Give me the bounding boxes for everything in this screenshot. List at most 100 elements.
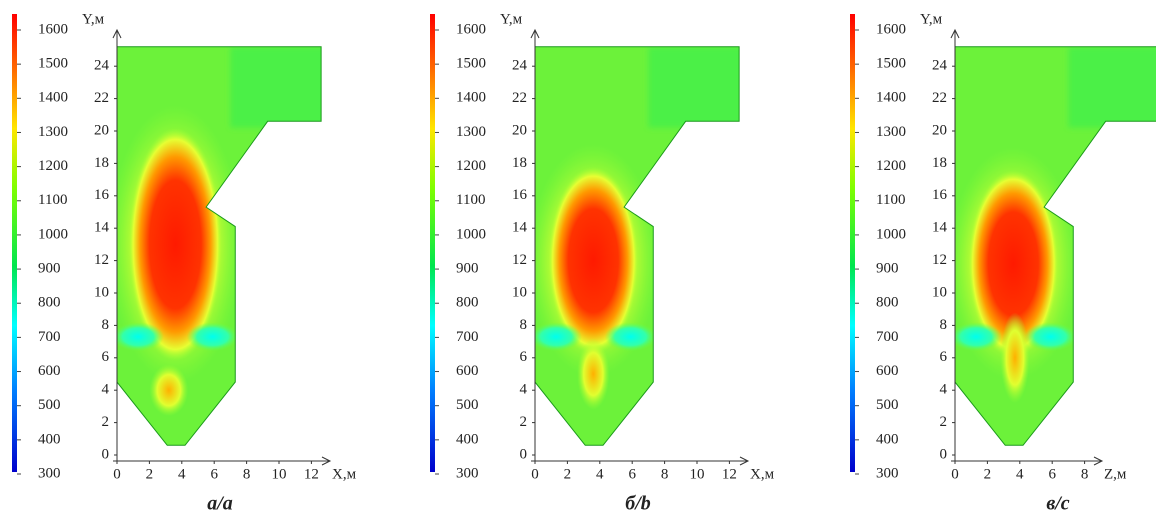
- colorbar-label: 1500: [876, 56, 906, 72]
- y-arrow: [950, 28, 960, 39]
- colorbar-label: 1100: [38, 192, 67, 208]
- colorbar-label: 400: [876, 431, 899, 447]
- cool-zone: [535, 322, 582, 352]
- outlet-green: [230, 46, 322, 128]
- y-tick-label: 24: [512, 58, 528, 74]
- furnace-outline: [534, 46, 740, 446]
- x-tick-label: 12: [722, 466, 737, 482]
- colorbar-label: 700: [456, 329, 479, 345]
- colorbar-label: 800: [876, 295, 899, 311]
- temperature-field: [117, 46, 322, 446]
- y-tick-label: 2: [940, 414, 948, 430]
- cool-zone: [1024, 322, 1077, 352]
- colorbar-label: 400: [456, 431, 479, 447]
- colorbar-label: 400: [38, 431, 61, 447]
- furnace-outline: [954, 46, 1156, 446]
- temperature-field: [535, 46, 740, 446]
- colorbar-label: 1500: [38, 56, 68, 72]
- y-tick-label: 6: [520, 349, 528, 365]
- y-tick-label: 6: [102, 349, 110, 365]
- caption: б/b: [625, 493, 651, 515]
- y-axis-label: Y,м: [920, 11, 943, 27]
- colorbar-label: 500: [456, 397, 479, 413]
- y-tick-label: 0: [940, 446, 948, 462]
- colorbar-label: 800: [456, 295, 479, 311]
- y-tick-label: 12: [932, 252, 947, 268]
- colorbar: [12, 14, 17, 472]
- y-tick-label: 12: [512, 252, 527, 268]
- x-tick-label: 4: [1016, 466, 1024, 482]
- y-tick-label: 14: [94, 220, 110, 236]
- x-tick-label: 0: [531, 466, 539, 482]
- colorbar-label: 1400: [876, 90, 906, 106]
- y-tick-label: 22: [512, 90, 527, 106]
- lower-plume: [1000, 312, 1030, 404]
- temperature-field: [955, 46, 1156, 446]
- y-tick-label: 18: [932, 155, 947, 171]
- colorbar-label: 500: [38, 397, 61, 413]
- y-tick-label: 16: [512, 187, 528, 203]
- colorbar: [430, 14, 435, 472]
- flame: [128, 127, 223, 362]
- y-tick-label: 4: [940, 382, 948, 398]
- y-tick-label: 10: [94, 284, 109, 300]
- x-tick-label: 2: [564, 466, 572, 482]
- flame: [967, 169, 1059, 358]
- colorbar-label: 700: [876, 329, 899, 345]
- colorbar-label: 600: [876, 363, 899, 379]
- x-tick-label: 8: [1081, 466, 1089, 482]
- colorbar: [850, 14, 855, 472]
- x-axis-label: Z,м: [1104, 466, 1127, 482]
- cool-zone: [604, 322, 657, 352]
- y-tick-label: 2: [520, 414, 528, 430]
- colorbar-label: 300: [456, 465, 479, 481]
- y-tick-label: 20: [512, 122, 527, 138]
- y-tick-label: 0: [520, 446, 528, 462]
- cool-zone: [955, 322, 1002, 352]
- panel: 1600150014001300120011001000900800700600…: [430, 11, 775, 515]
- colorbar-label: 1400: [456, 90, 486, 106]
- panel: 1600150014001300120011001000900800700600…: [850, 11, 1156, 515]
- x-arrow: [739, 456, 750, 466]
- colorbar-label: 1600: [876, 21, 906, 37]
- x-tick-label: 6: [628, 466, 636, 482]
- x-tick-label: 8: [243, 466, 251, 482]
- y-tick-label: 18: [94, 155, 109, 171]
- colorbar-label: 300: [876, 465, 899, 481]
- y-tick-label: 14: [932, 220, 948, 236]
- x-tick-label: 4: [596, 466, 604, 482]
- x-tick-label: 8: [661, 466, 669, 482]
- colorbar-label: 700: [38, 329, 61, 345]
- furnace-outline: [116, 46, 322, 446]
- colorbar-label: 1300: [456, 124, 486, 140]
- y-axis-label: Y,м: [82, 11, 105, 27]
- cool-zone: [117, 322, 164, 352]
- flame: [547, 166, 639, 355]
- panel: 1600150014001300120011001000900800700600…: [12, 11, 357, 515]
- y-tick-label: 0: [102, 446, 110, 462]
- y-tick-label: 24: [932, 58, 948, 74]
- y-tick-label: 20: [94, 122, 109, 138]
- colorbar-label: 1100: [456, 192, 485, 208]
- colorbar-label: 900: [876, 261, 899, 277]
- y-tick-label: 8: [520, 317, 528, 333]
- x-tick-label: 10: [272, 466, 287, 482]
- y-tick-label: 24: [94, 58, 110, 74]
- colorbar-label: 1500: [456, 56, 486, 72]
- colorbar-label: 1200: [38, 158, 68, 174]
- x-tick-label: 6: [210, 466, 218, 482]
- x-tick-label: 0: [951, 466, 959, 482]
- x-tick-label: 2: [984, 466, 992, 482]
- caption: а/a: [207, 493, 233, 515]
- y-tick-label: 4: [520, 382, 528, 398]
- x-arrow: [321, 456, 332, 466]
- colorbar-label: 1200: [456, 158, 486, 174]
- colorbar-label: 800: [38, 295, 61, 311]
- caption: в/c: [1046, 493, 1069, 515]
- colorbar-label: 900: [456, 261, 479, 277]
- x-tick-label: 12: [304, 466, 319, 482]
- y-axis-label: Y,м: [500, 11, 523, 27]
- colorbar-label: 1000: [456, 226, 486, 242]
- y-tick-label: 6: [940, 349, 948, 365]
